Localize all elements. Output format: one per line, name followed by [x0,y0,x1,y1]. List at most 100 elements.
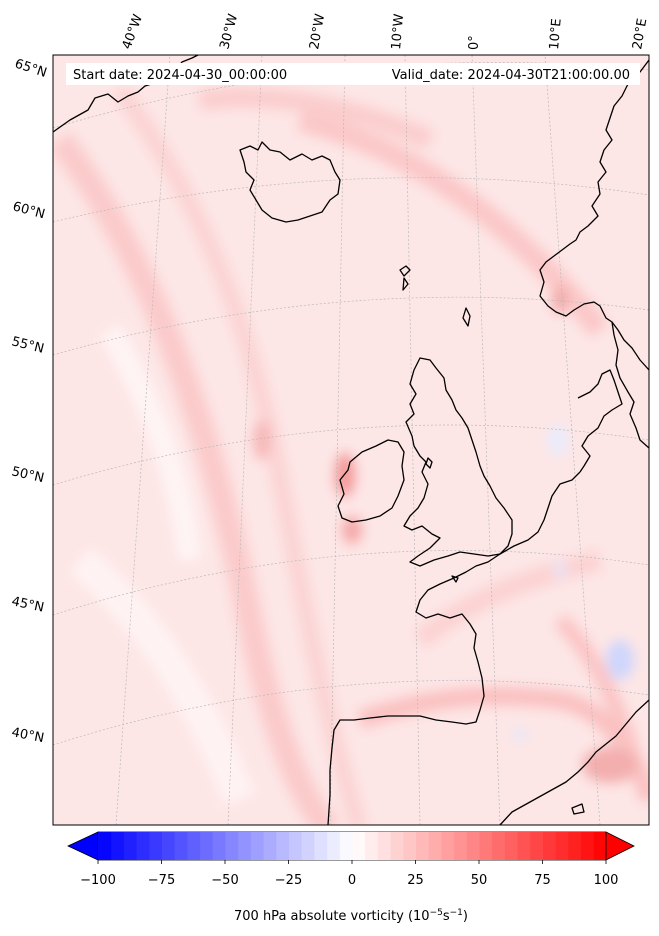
colorbar-level [136,832,150,860]
vorticity-band [198,87,434,150]
colorbar-level [110,832,124,860]
lon-label-30w: 30°W [217,12,241,51]
colorbar-level [263,832,277,860]
iberia-mediterranean-coast [499,699,649,825]
norway-coast [539,59,649,371]
vorticity-band [297,109,609,337]
vorticity-field [53,55,649,825]
colorbar-tick-label: 0 [348,873,356,888]
colorbar-level [199,832,213,860]
header-box [66,63,640,85]
lat-label-60n: 60°N [11,199,47,222]
lon-label-20e: 20°E [630,17,650,50]
colorbar-level [402,832,416,860]
meridian-line [471,55,501,825]
colorbar-level [593,832,607,860]
valid-date-label: Valid_date: 2024-04-30T21:00:00.00 [392,68,630,83]
colorbar-extend-low [67,831,99,861]
colorbar-level [352,832,366,860]
colorbar-ticks: −100 −75 −50 −25 0 25 50 75 100 [80,860,618,888]
colorbar-level [98,832,112,860]
colorbar-label: 700 hPa absolute vorticity (10−5s−1) [234,908,468,924]
lon-label-0: 0° [467,35,482,50]
lat-label-50n: 50°N [10,464,45,486]
colorbar-level [580,832,594,860]
colorbar-tick-label: −100 [80,873,116,888]
longitude-labels: 40°W 30°W 20°W 10°W 0° 10°E 20°E [120,12,651,51]
colorbar-level [313,832,328,860]
meridian-line [227,55,263,825]
colorbar-level [364,832,378,860]
colorbar-level [339,832,353,860]
colorbar-tick-label: 75 [534,873,551,888]
colorbar-tick-label: 25 [407,873,424,888]
meridian-line [115,55,171,825]
latitude-labels: 65°N 60°N 55°N 50°N 45°N 40°N [10,57,49,747]
colorbar-level [174,832,188,860]
colorbar-tick-label: −75 [148,873,175,888]
map-panel [52,54,650,826]
colorbar-level [237,832,251,860]
iceland-coast [239,141,341,223]
isle-of-man [425,457,433,469]
lat-label-65n: 65°N [13,57,49,81]
great-britain-coast [403,357,513,567]
parallel-line [53,296,649,356]
meridian-line [329,55,346,825]
colorbar-level [504,832,518,860]
lat-label-55n: 55°N [10,334,45,356]
vorticity-max [253,420,271,460]
map-frame [52,54,650,826]
graticule [53,55,649,825]
colorbar-level [415,832,429,860]
colorbar-tick-label: 50 [471,873,488,888]
vorticity-max [582,747,638,783]
parallel-line [53,177,649,223]
vorticity-max [342,516,362,544]
colorbar-level [288,832,302,860]
colorbar-level [161,832,175,860]
colorbar-level [453,832,467,860]
lat-label-45n: 45°N [10,594,45,615]
meridian-line [544,55,601,825]
vorticity-band [68,547,256,807]
colorbar-tick-label: −25 [275,873,302,888]
lat-label-40n: 40°N [10,725,45,746]
shetland-islands [462,307,471,327]
colorbar-level [567,832,582,860]
colorbar-level [148,832,162,860]
colorbar-level [479,832,493,860]
parallel-line [53,680,649,746]
faroe-islands [399,265,411,291]
colorbar-level [250,832,264,860]
colorbar-level [517,832,531,860]
colorbar-level [275,832,289,860]
parallel-line [53,550,649,616]
colorbar-level [529,832,543,860]
coastlines [53,55,649,825]
lon-label-40w: 40°W [120,12,146,51]
lon-label-10e: 10°E [547,18,565,50]
colorbar-level [326,832,340,860]
colorbar-level [123,832,137,860]
colorbar-level [377,832,391,860]
sweden-coast [611,321,649,449]
colorbar: −100 −75 −50 −25 0 25 50 75 100 700 hPa absolute… [67,831,635,924]
colorbar-tick-label: −50 [211,873,238,888]
colorbar-level [440,832,455,860]
colorbar-level [225,832,239,860]
vorticity-band [53,132,340,825]
channel-islands [451,575,459,583]
vorticity-min [554,562,566,578]
colorbar-level [542,832,556,860]
vorticity-band [99,324,202,562]
colorbar-level [212,832,226,860]
colorbar-level [390,832,404,860]
vorticity-band [413,550,603,648]
vorticity-max [552,286,568,314]
colorbar-level [301,832,315,860]
colorbar-extend-high [605,831,635,861]
vorticity-min [512,729,528,741]
colorbar-level [555,832,569,860]
